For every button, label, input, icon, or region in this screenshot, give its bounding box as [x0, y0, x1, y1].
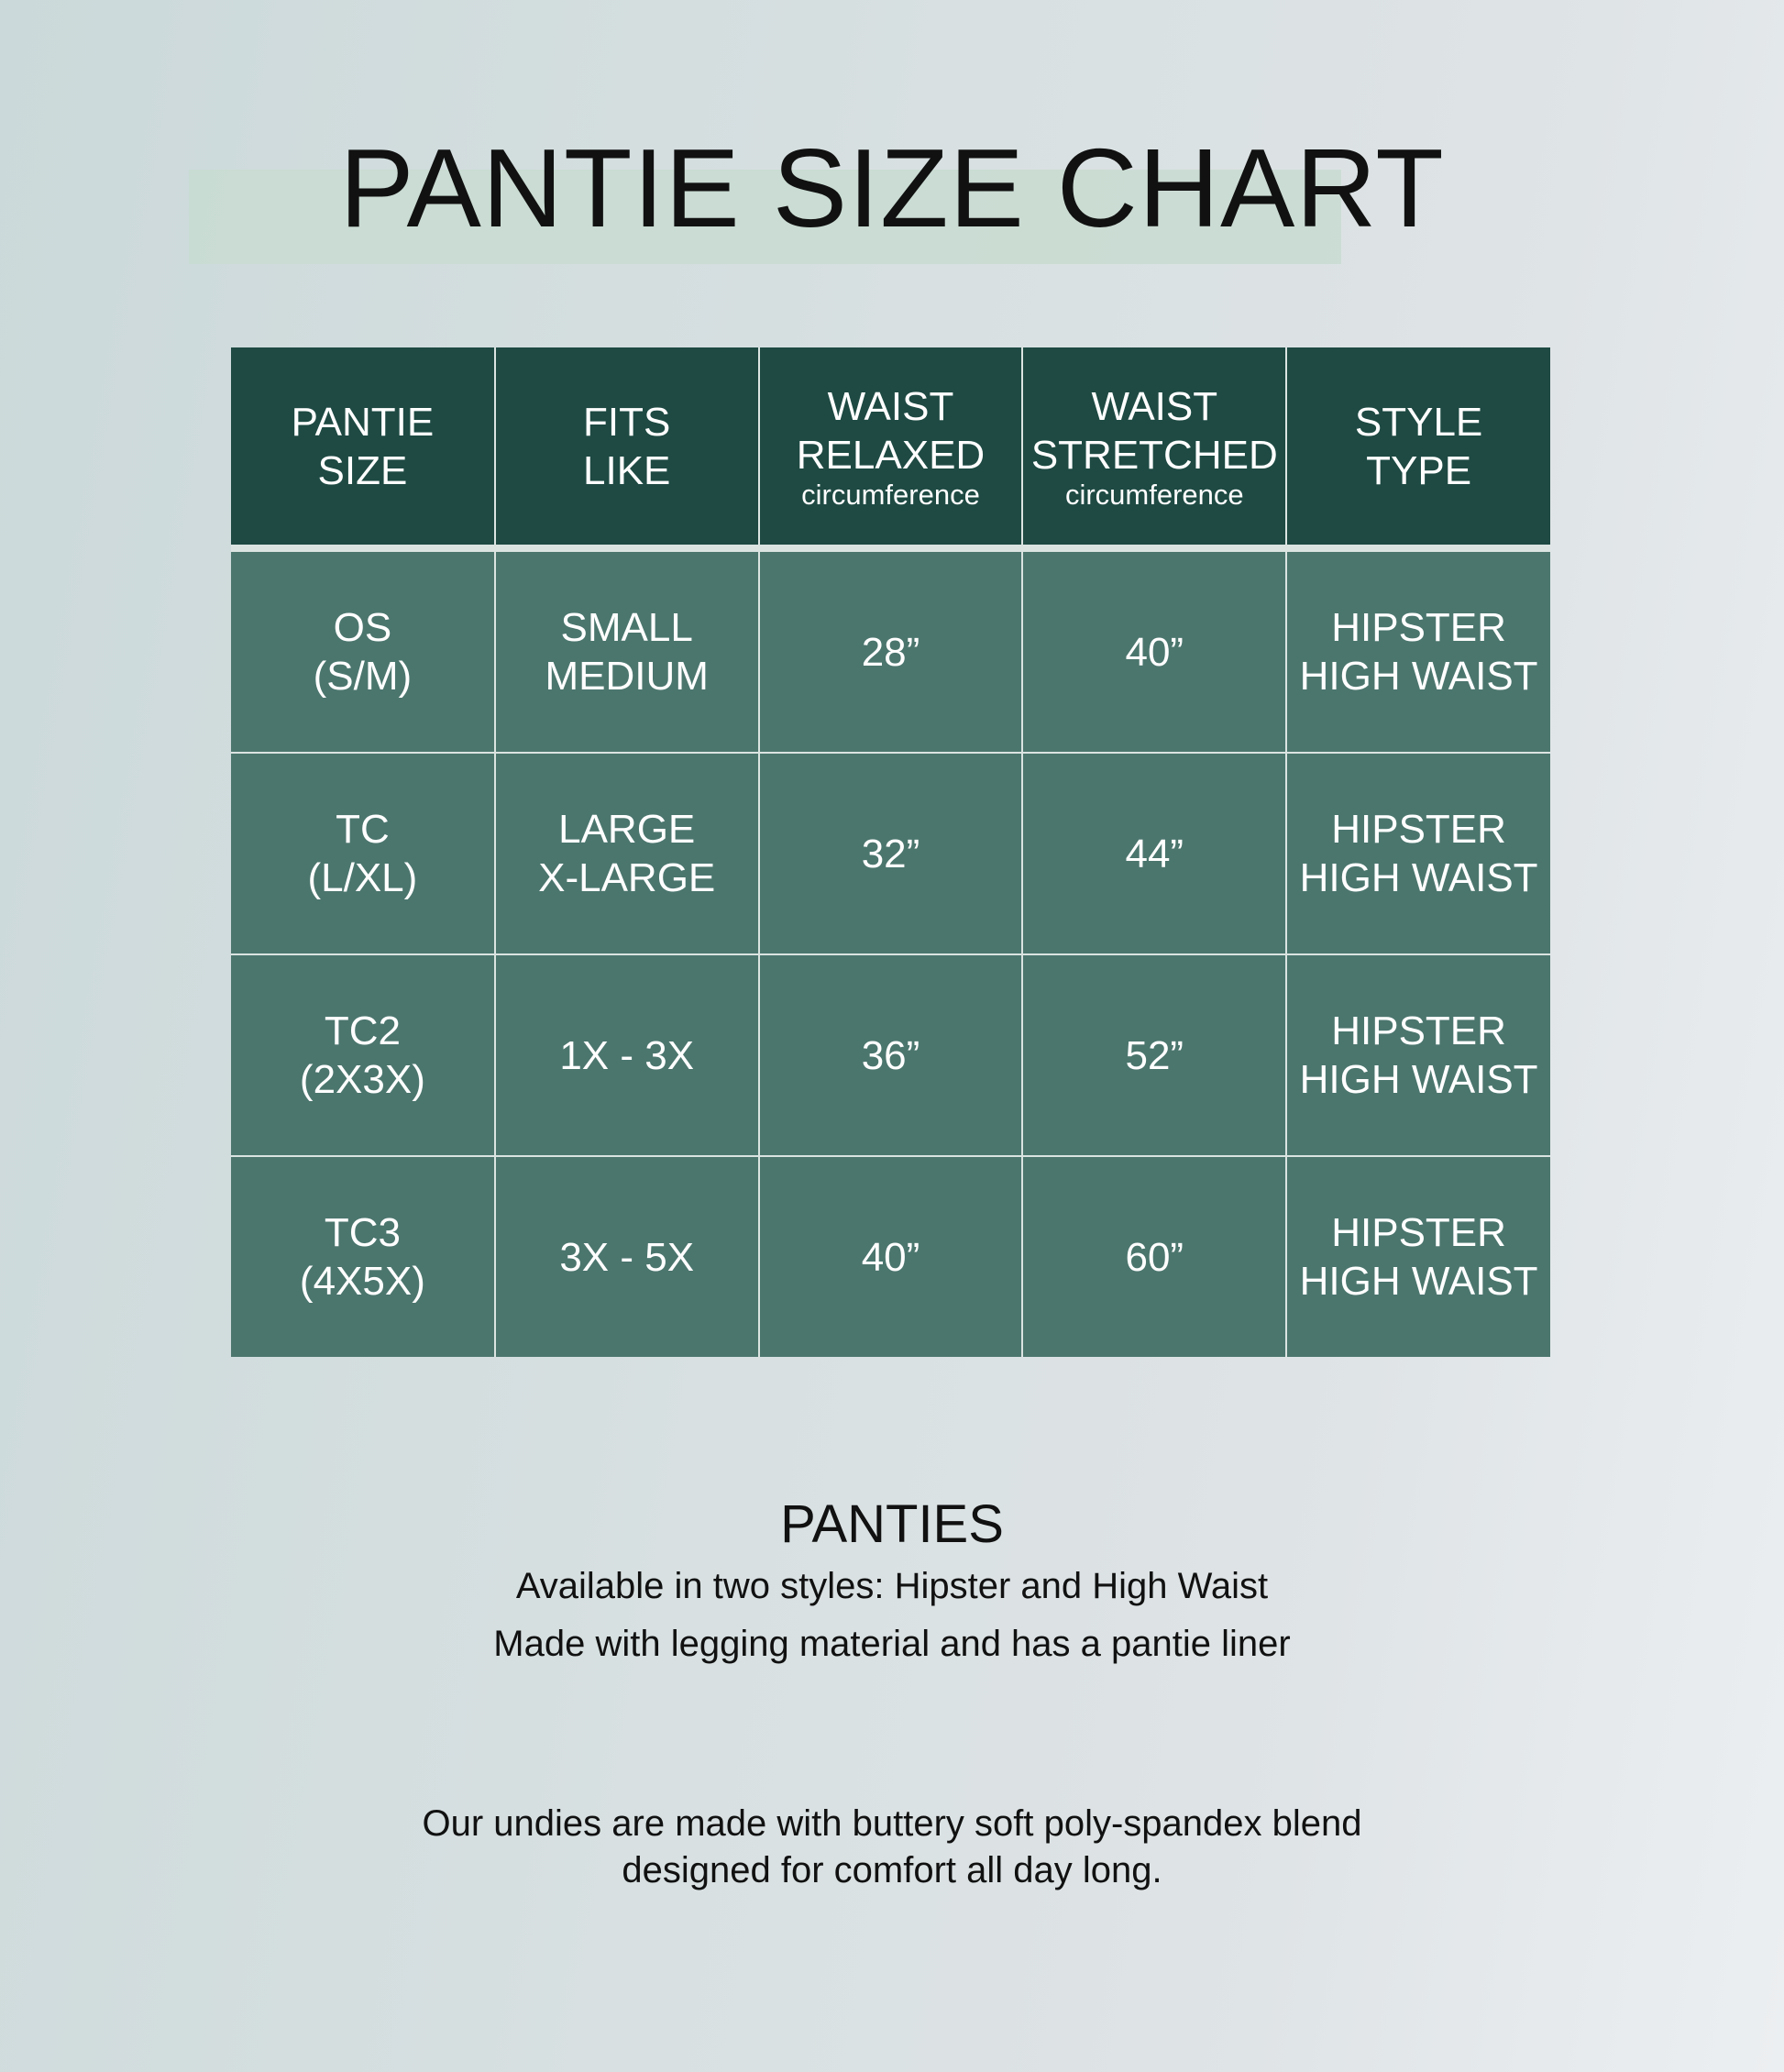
- cell-text: TC2: [324, 1008, 401, 1053]
- cell-text: (2X3X): [299, 1057, 425, 1102]
- table-row: TC2 (2X3X) 1X - 3X 36” 52” HIPSTER HIGH WAIST: [231, 953, 1550, 1157]
- table-cell: LARGE X-LARGE: [493, 752, 760, 955]
- table-cell: TC3 (4X5X): [231, 1155, 496, 1357]
- info-line-material: Made with legging material and has a pan…: [493, 1624, 1291, 1664]
- cell-text: OS: [333, 605, 392, 650]
- cell-text: 40”: [1125, 629, 1184, 675]
- header-text: TYPE: [1366, 447, 1472, 493]
- table-cell: 52”: [1021, 953, 1288, 1157]
- header-text: WAIST: [827, 383, 954, 429]
- table-cell: HIPSTER HIGH WAIST: [1285, 752, 1550, 955]
- cell-text: 52”: [1125, 1032, 1184, 1078]
- table-cell: 1X - 3X: [493, 953, 760, 1157]
- cell-text: 1X - 3X: [559, 1032, 695, 1078]
- header-subtext: circumference: [801, 478, 980, 511]
- table-cell: OS (S/M): [231, 547, 496, 754]
- cell-text: HIPSTER: [1331, 807, 1506, 852]
- header-text: STYLE: [1354, 399, 1483, 445]
- cell-text: TC: [336, 807, 390, 852]
- table-cell: 60”: [1021, 1155, 1288, 1357]
- header-subtext: circumference: [1064, 478, 1244, 511]
- table-cell: HIPSTER HIGH WAIST: [1285, 547, 1550, 754]
- table-cell: TC (L/XL): [231, 752, 496, 955]
- cell-text: HIPSTER: [1331, 1210, 1506, 1255]
- cell-text: (S/M): [313, 654, 413, 699]
- cell-text: 32”: [861, 831, 920, 876]
- header-text: SIZE: [317, 447, 408, 493]
- column-header: WAIST RELAXED circumference: [757, 347, 1024, 552]
- table-cell: HIPSTER HIGH WAIST: [1285, 1155, 1550, 1357]
- table-cell: 28”: [757, 547, 1024, 754]
- cell-text: SMALL: [560, 605, 693, 650]
- note-line-1: Our undies are made with buttery soft po…: [422, 1803, 1362, 1844]
- column-header: STYLE TYPE: [1285, 347, 1550, 552]
- cell-text: LARGE: [558, 807, 696, 852]
- cell-text: TC3: [324, 1210, 401, 1255]
- cell-text: HIPSTER: [1331, 605, 1506, 650]
- header-text: RELAXED: [796, 432, 986, 478]
- cell-text: (L/XL): [307, 855, 418, 900]
- cell-text: 36”: [861, 1032, 920, 1078]
- cell-text: MEDIUM: [545, 654, 709, 699]
- header-row: PANTIE SIZE FITS LIKE WAIST RELAXED circumfere…: [231, 347, 1550, 552]
- table-cell: 40”: [1021, 547, 1288, 754]
- cell-text: X-LARGE: [538, 855, 716, 900]
- table-row: TC (L/XL) LARGE X-LARGE 32” 44” HIPSTER HIGH WA…: [231, 752, 1550, 955]
- cell-text: 60”: [1125, 1234, 1184, 1280]
- cell-text: HIPSTER: [1331, 1008, 1506, 1053]
- cell-text: HIGH WAIST: [1299, 1057, 1538, 1102]
- table-cell: TC2 (2X3X): [231, 953, 496, 1157]
- cell-text: 44”: [1125, 831, 1184, 876]
- cell-text: HIGH WAIST: [1299, 1259, 1538, 1304]
- table-cell: 36”: [757, 953, 1024, 1157]
- panties-heading: PANTIES: [780, 1494, 1004, 1554]
- column-header: FITS LIKE: [493, 347, 760, 552]
- title-highlight-band: [189, 170, 1341, 264]
- table-row: TC3 (4X5X) 3X - 5X 40” 60” HIPSTER HIGH WAIST: [231, 1155, 1550, 1357]
- cell-text: 28”: [861, 629, 920, 675]
- cell-text: HIGH WAIST: [1299, 855, 1538, 900]
- table-cell: 44”: [1021, 752, 1288, 955]
- cell-text: HIGH WAIST: [1299, 654, 1538, 699]
- table-cell: HIPSTER HIGH WAIST: [1285, 953, 1550, 1157]
- cell-text: 40”: [861, 1234, 920, 1280]
- table-cell: 40”: [757, 1155, 1024, 1357]
- note-line-2: designed for comfort all day long.: [622, 1850, 1162, 1890]
- table-cell: SMALL MEDIUM: [493, 547, 760, 754]
- cell-text: (4X5X): [299, 1259, 425, 1304]
- table-cell: 3X - 5X: [493, 1155, 760, 1357]
- table-row: OS (S/M) SMALL MEDIUM 28” 40” HIPSTER HIGH WAIS…: [231, 547, 1550, 754]
- column-header: WAIST STRETCHED circumference: [1021, 347, 1288, 552]
- info-line-styles: Available in two styles: Hipster and Hig…: [515, 1566, 1269, 1606]
- size-table: PANTIE SIZE FITS LIKE WAIST RELAXED circumfere…: [231, 347, 1550, 1357]
- header-text: STRETCHED: [1030, 432, 1278, 478]
- column-header: PANTIE SIZE: [231, 347, 496, 552]
- cell-text: 3X - 5X: [559, 1234, 695, 1280]
- table-cell: 32”: [757, 752, 1024, 955]
- header-text: PANTIE: [291, 399, 435, 445]
- page-title: PANTIE SIZE CHART: [339, 126, 1445, 250]
- header-text: LIKE: [583, 447, 671, 493]
- header-text: FITS: [583, 399, 671, 445]
- header-text: WAIST: [1091, 383, 1218, 429]
